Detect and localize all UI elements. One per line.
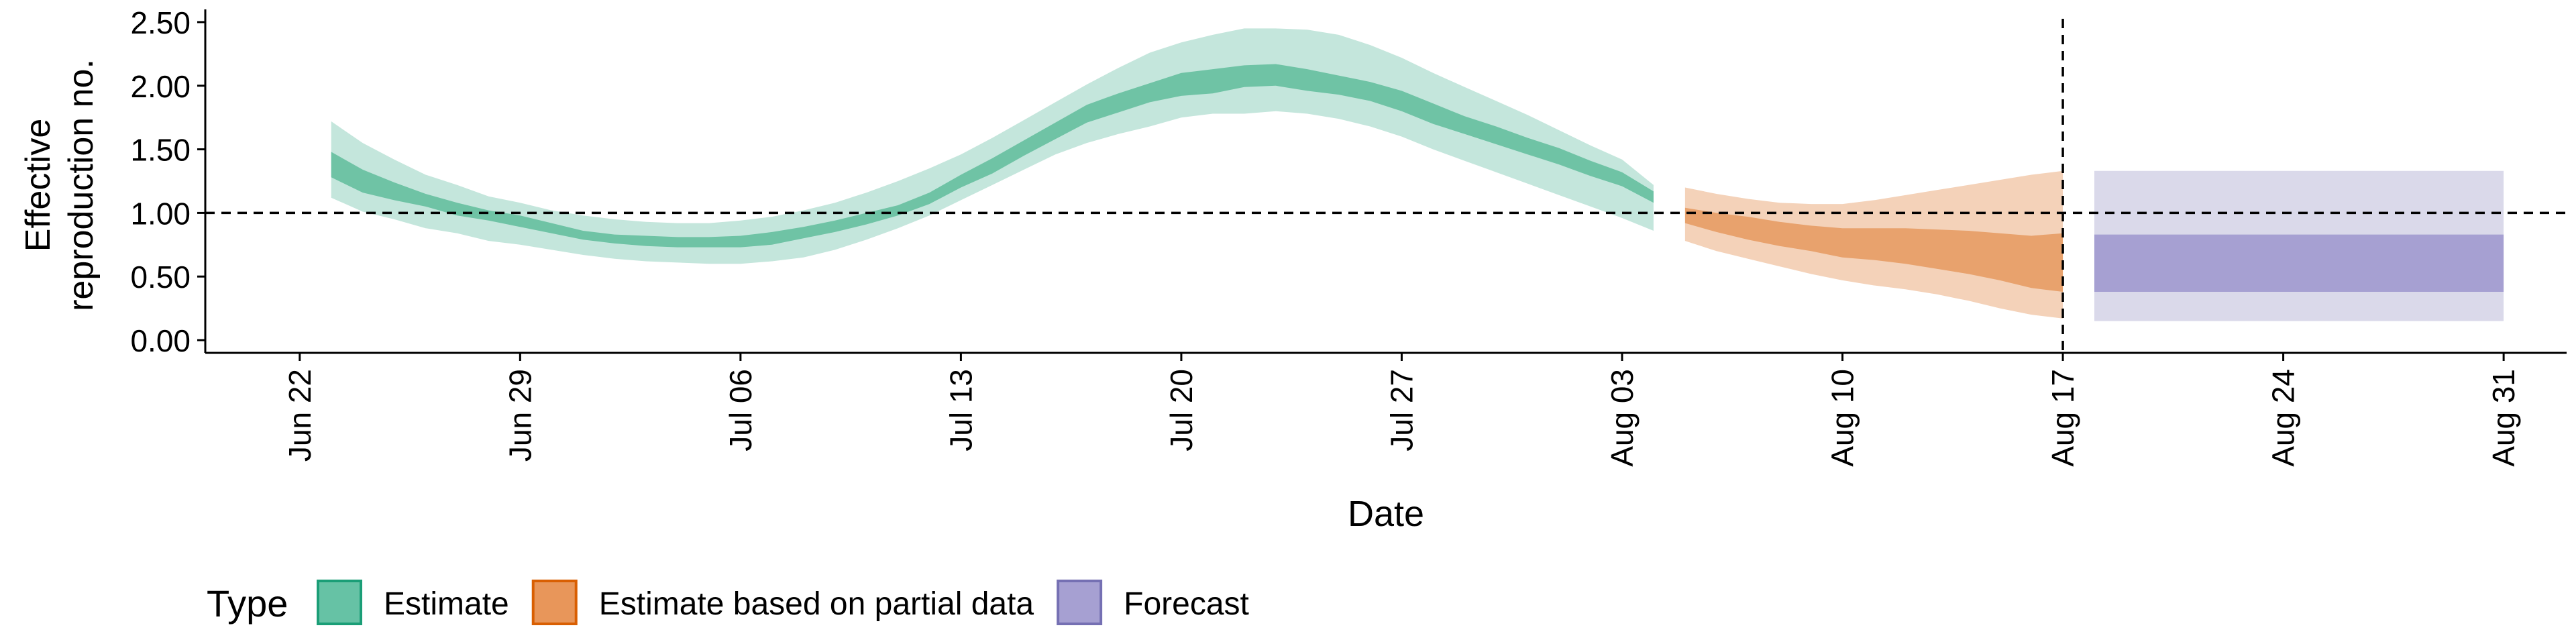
x-tick-label: Jul 27 bbox=[1384, 369, 1419, 451]
bands-layer bbox=[331, 28, 2504, 321]
y-tick-label: 2.50 bbox=[130, 5, 191, 40]
x-tick-label: Aug 17 bbox=[2045, 369, 2080, 467]
reference-lines bbox=[205, 19, 2567, 353]
y-tick-label: 0.50 bbox=[130, 260, 191, 294]
x-tick-label: Aug 10 bbox=[1825, 369, 1860, 467]
y-axis-title-line2: reproduction no. bbox=[62, 59, 101, 311]
forecast-inner-band bbox=[2094, 234, 2504, 292]
y-tick-label: 1.50 bbox=[130, 133, 191, 168]
y-tick-label: 2.00 bbox=[130, 69, 191, 104]
x-tick-label: Aug 24 bbox=[2266, 369, 2301, 467]
legend: Type Estimate Estimate based on partial d… bbox=[207, 580, 1249, 625]
legend-swatch-estimate-based-on-partial-data bbox=[531, 580, 578, 625]
x-tick-label: Jul 13 bbox=[943, 369, 978, 451]
y-ticks: 0.00 0.50 1.00 1.50 2.00 2.50 bbox=[130, 5, 205, 358]
y-tick-label: 1.00 bbox=[130, 196, 191, 231]
x-tick-label: Jun 22 bbox=[282, 369, 317, 462]
estimate-based-on-partial-data-inner-band bbox=[1684, 207, 2063, 292]
x-ticks: Jun 22 Jun 29 Jul 06 Jul 13 Jul 20 Jul 27 Aug … bbox=[282, 353, 2521, 467]
legend-label-forecast: Forecast bbox=[1124, 586, 1249, 622]
legend-swatch-estimate bbox=[317, 580, 362, 625]
legend-title: Type bbox=[207, 582, 288, 625]
legend-label-estimate-based-on-partial-data: Estimate based on partial data bbox=[599, 586, 1034, 622]
legend-swatch-forecast bbox=[1057, 580, 1103, 625]
x-axis-title: Date bbox=[1348, 494, 1424, 534]
y-tick-label: 0.00 bbox=[130, 323, 191, 358]
x-tick-label: Jul 06 bbox=[723, 369, 758, 451]
y-axis-title-line1: Effective bbox=[19, 119, 58, 252]
axes: 0.00 0.50 1.00 1.50 2.00 2.50 Jun 22 Jun 29 Jul… bbox=[130, 5, 2567, 467]
legend-items: Estimate Estimate based on partial data Fo… bbox=[317, 580, 1249, 625]
x-tick-label: Jun 29 bbox=[502, 369, 537, 462]
x-tick-label: Aug 03 bbox=[1605, 369, 1640, 467]
x-tick-label: Aug 31 bbox=[2486, 369, 2521, 467]
legend-label-estimate: Estimate bbox=[384, 586, 509, 622]
x-tick-label: Jul 20 bbox=[1164, 369, 1199, 451]
